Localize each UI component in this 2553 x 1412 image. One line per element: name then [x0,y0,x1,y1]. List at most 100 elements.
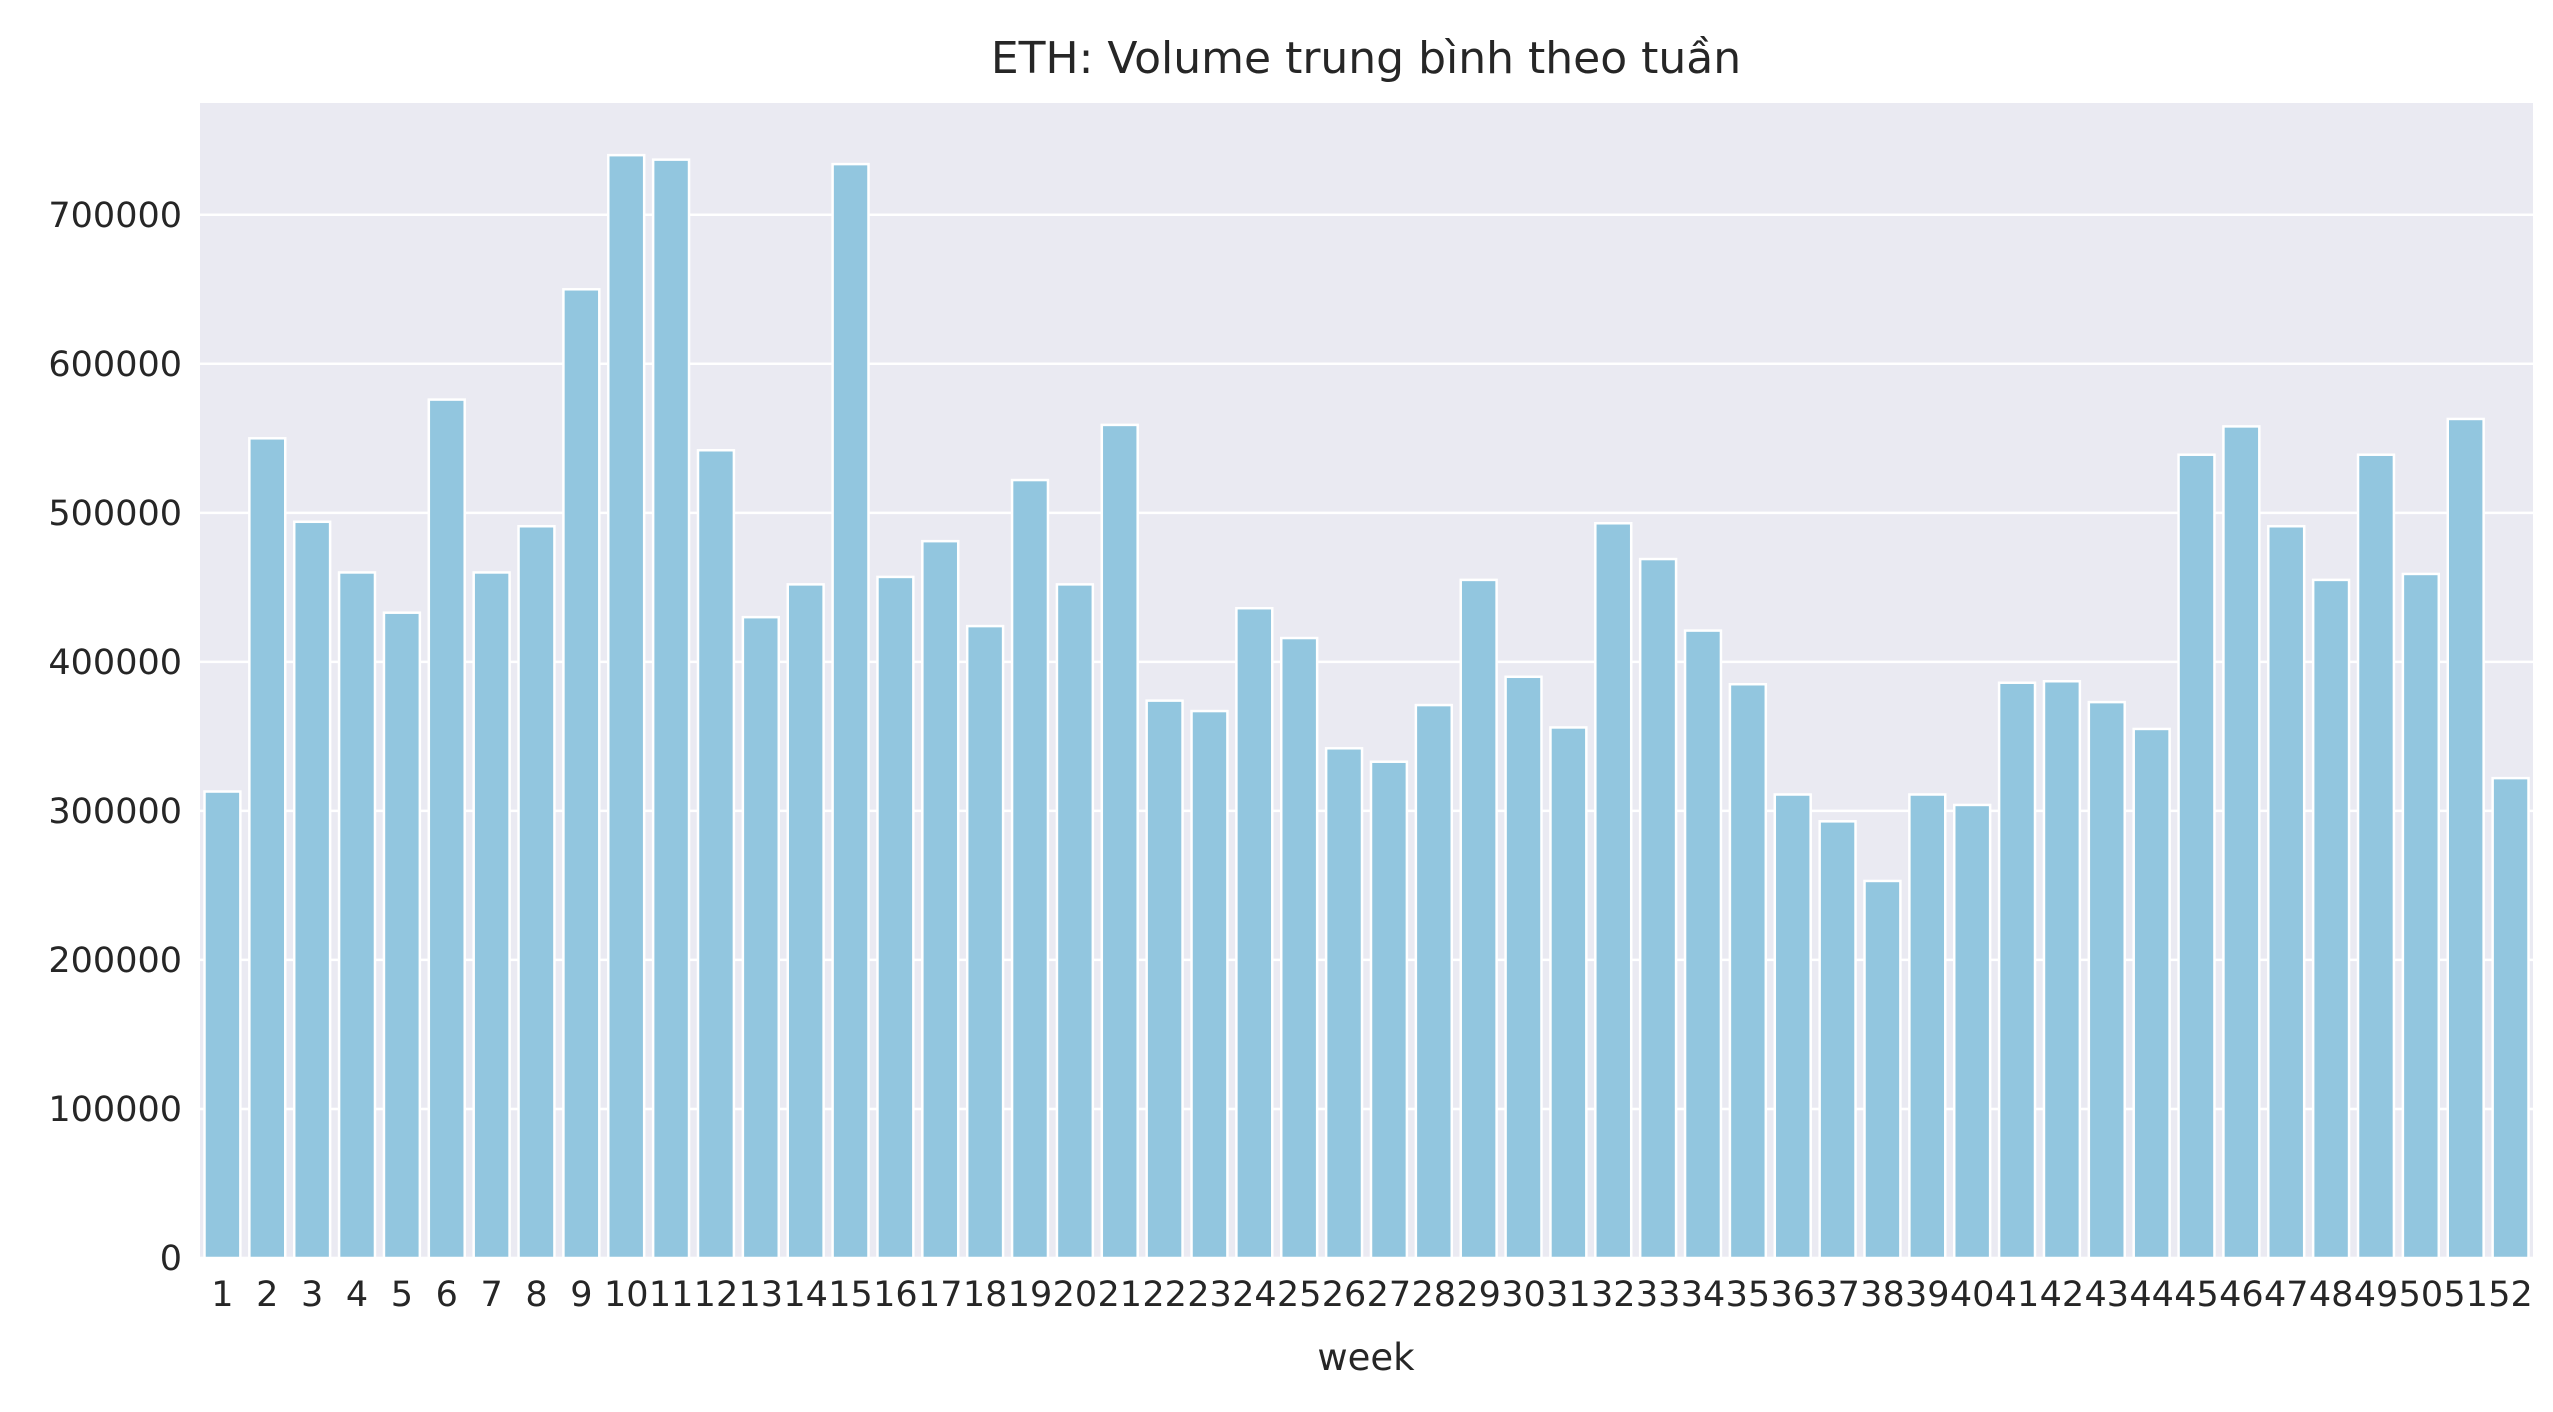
bar-week-36 [1773,793,1812,1260]
x-tick-label: 46 [2219,1275,2264,1315]
bar-week-9 [562,288,601,1260]
bar-week-10 [607,153,646,1260]
x-tick-label: 35 [1726,1275,1771,1315]
bar-week-22 [1145,699,1184,1260]
bar-week-51 [2446,417,2485,1260]
bar-week-46 [2222,425,2261,1260]
bar-week-12 [696,448,736,1260]
bar-week-52 [2491,776,2530,1260]
x-tick-label: 14 [783,1275,828,1315]
x-tick-label: 49 [2354,1275,2399,1315]
y-tick-labels: 0 100000 200000 300000 400000 500000 600000 700… [48,196,182,1279]
x-tick-label: 5 [391,1275,413,1315]
bar-week-31 [1549,726,1588,1260]
x-tick-label: 47 [2264,1275,2309,1315]
bar-week-28 [1414,703,1453,1260]
bar-week-43 [2087,700,2126,1260]
x-tick-label: 28 [1412,1275,1457,1315]
y-tick-label: 500000 [48,494,182,534]
bar-week-26 [1324,747,1364,1260]
x-tick-label: 44 [2129,1275,2174,1315]
x-tick-label: 16 [873,1275,918,1315]
bar-week-50 [2401,572,2441,1260]
bar-week-21 [1100,423,1139,1260]
x-tick-label: 22 [1142,1275,1187,1315]
bar-week-24 [1235,606,1274,1260]
bar-week-40 [1952,803,1992,1260]
bar-week-23 [1190,709,1229,1260]
bar-week-37 [1818,820,1857,1260]
x-tick-label: 7 [480,1275,502,1315]
bar-week-8 [517,525,556,1260]
y-tick-label: 400000 [48,643,182,683]
x-tick-label: 1 [211,1275,233,1315]
x-tick-label: 32 [1591,1275,1636,1315]
bar-week-25 [1280,636,1319,1260]
x-tick-label: 50 [2399,1275,2444,1315]
x-tick-label: 52 [2488,1275,2533,1315]
bar-week-11 [651,158,691,1260]
bars [203,153,2530,1260]
bar-week-41 [1997,681,2037,1260]
bar-week-32 [1594,522,1633,1260]
bar-week-13 [741,615,781,1260]
bar-week-2 [248,437,287,1260]
bar-week-33 [1638,557,1678,1260]
x-tick-labels: 1 2 3 4 5 6 7 8 9 10 11 12 13 14 15 16 17 18 19 20 21 22 23 24 2… [211,1275,2533,1315]
x-tick-label: 20 [1053,1275,1098,1315]
x-tick-label: 29 [1456,1275,1501,1315]
bar-week-44 [2132,727,2171,1260]
bar-week-45 [2177,453,2216,1260]
x-tick-label: 10 [604,1275,649,1315]
x-tick-label: 2 [256,1275,278,1315]
x-tick-label: 38 [1860,1275,1905,1315]
x-tick-label: 25 [1277,1275,1322,1315]
x-tick-label: 9 [570,1275,592,1315]
x-tick-label: 24 [1232,1275,1277,1315]
bar-week-16 [876,575,915,1260]
x-tick-label: 19 [1008,1275,1053,1315]
bar-week-48 [2311,578,2351,1260]
x-tick-label: 37 [1815,1275,1860,1315]
bar-week-20 [1055,583,1095,1260]
x-tick-label: 43 [2085,1275,2130,1315]
x-tick-label: 48 [2309,1275,2354,1315]
bar-week-15 [831,162,870,1260]
x-axis-label: week [1317,1336,1415,1379]
y-tick-label: 600000 [48,345,182,385]
x-tick-label: 18 [963,1275,1008,1315]
bar-week-27 [1369,760,1409,1260]
x-tick-label: 45 [2174,1275,2219,1315]
bar-week-38 [1863,879,1902,1260]
x-tick-label: 41 [1995,1275,2040,1315]
x-tick-label: 17 [918,1275,963,1315]
x-tick-label: 36 [1770,1275,1815,1315]
bar-week-18 [965,624,1005,1260]
x-tick-label: 21 [1097,1275,1142,1315]
x-tick-label: 13 [739,1275,784,1315]
bar-week-5 [382,611,422,1260]
bar-week-34 [1683,629,1723,1260]
x-tick-label: 15 [828,1275,873,1315]
x-tick-label: 27 [1367,1275,1412,1315]
x-tick-label: 4 [346,1275,368,1315]
bar-week-29 [1459,578,1498,1260]
bar-week-30 [1504,675,1543,1260]
bar-week-47 [2267,525,2306,1260]
chart-title: ETH: Volume trung bình theo tuần [991,33,1741,84]
bar-week-14 [786,583,825,1260]
bar-week-3 [292,520,332,1260]
y-tick-label: 100000 [48,1090,182,1130]
x-tick-label: 26 [1322,1275,1367,1315]
x-tick-label: 30 [1501,1275,1546,1315]
bar-week-42 [2042,679,2082,1260]
x-tick-label: 31 [1546,1275,1591,1315]
x-tick-label: 40 [1950,1275,1995,1315]
bar-week-35 [1728,682,1768,1260]
bar-week-19 [1010,478,1050,1260]
y-tick-label: 200000 [48,941,182,981]
x-tick-label: 23 [1187,1275,1232,1315]
y-tick-label: 700000 [48,196,182,236]
x-tick-label: 12 [694,1275,739,1315]
x-tick-label: 33 [1636,1275,1681,1315]
